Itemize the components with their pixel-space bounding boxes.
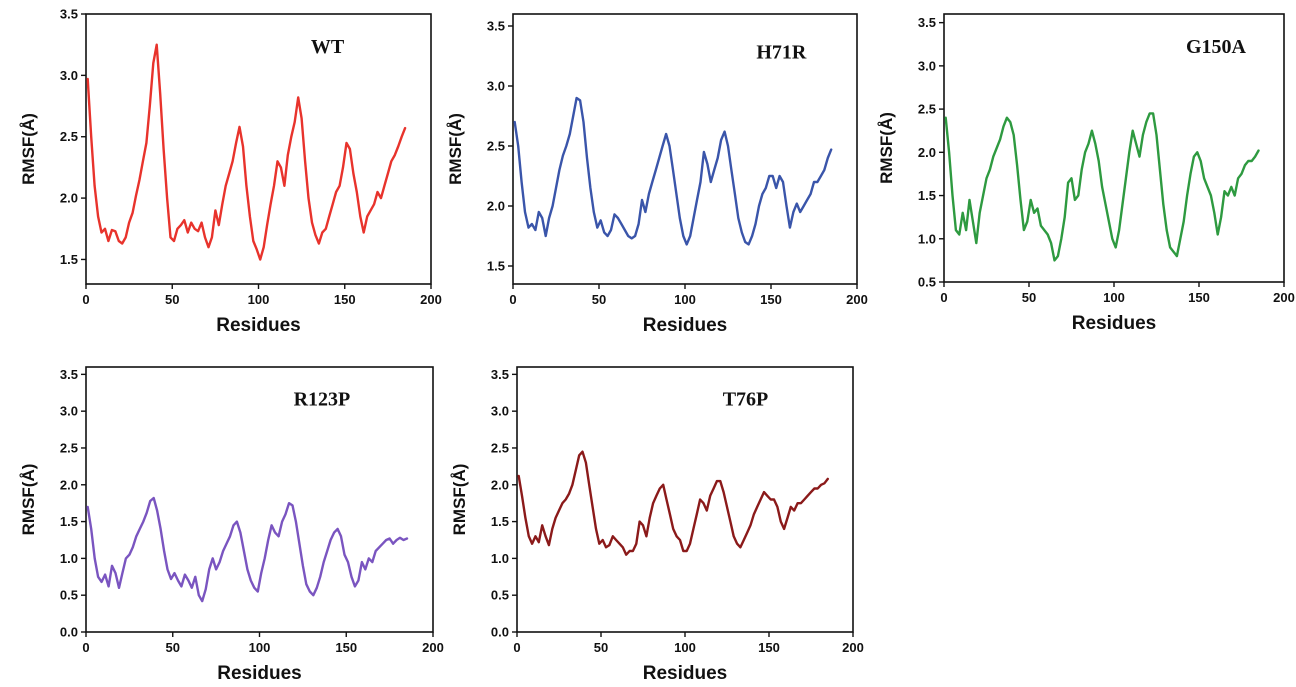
chart-panel-2: 0 50 100 150 200 1.5 2.0 2.5 3.0 3.5 Residues RMSF(… — [446, 13, 868, 336]
y-tick-label: 3.5 — [491, 367, 509, 382]
x-tick-label: 150 — [760, 292, 782, 307]
y-axis-label: RMSF(Å) — [446, 113, 465, 185]
y-tick-label: 1.5 — [491, 514, 509, 529]
y-tick-label: 3.0 — [60, 404, 78, 419]
chart-title: G150A — [1186, 36, 1247, 58]
x-tick-label: 50 — [594, 640, 608, 655]
x-tick-label: 50 — [592, 292, 606, 307]
x-tick-label: 50 — [1022, 290, 1036, 305]
x-axis-label: Residues — [643, 663, 727, 684]
y-tick-label: 3.0 — [487, 79, 505, 94]
y-tick-label: 0.5 — [918, 275, 936, 290]
x-tick-label: 0 — [82, 292, 89, 307]
y-tick-label: 1.0 — [918, 231, 936, 246]
chart-title: R123P — [294, 389, 351, 411]
y-tick-label: 0.0 — [491, 625, 509, 640]
y-axis-label: RMSF(Å) — [450, 464, 469, 536]
series-line — [86, 43, 407, 261]
x-tick-label: 100 — [674, 640, 696, 655]
plot-frame — [516, 366, 854, 633]
x-tick-label: 0 — [940, 290, 947, 305]
chart-panel-1: 0 50 100 150 200 1.5 2.0 2.5 3.0 3.5 Residues RMSF(… — [19, 7, 442, 337]
x-tick-label: 200 — [846, 292, 868, 307]
chart-title: WT — [311, 36, 345, 58]
y-tick-label: 3.5 — [60, 367, 78, 382]
y-tick-label: 1.0 — [60, 551, 78, 566]
x-tick-label: 0 — [513, 640, 520, 655]
y-tick-label: 2.5 — [487, 139, 505, 154]
x-tick-label: 100 — [1103, 290, 1125, 305]
x-tick-label: 150 — [335, 640, 357, 655]
x-tick-label: 50 — [165, 292, 179, 307]
plot-frame — [85, 366, 434, 633]
y-tick-label: 2.0 — [918, 145, 936, 160]
y-tick-label: 3.0 — [60, 68, 78, 83]
series-line — [513, 96, 833, 246]
x-axis-label: Residues — [1072, 313, 1156, 334]
y-tick-label: 2.0 — [491, 477, 509, 492]
y-tick-label: 0.5 — [491, 588, 509, 603]
x-axis-label: Residues — [216, 315, 300, 336]
x-tick-label: 50 — [166, 640, 180, 655]
y-tick-label: 0.5 — [60, 588, 78, 603]
y-tick-label: 1.5 — [60, 252, 78, 267]
y-tick-label: 2.5 — [60, 440, 78, 455]
chart-panel-4: 0 50 100 150 200 0.0 0.5 1.0 1.5 2.0 2.5 3.0 3.5 Resi… — [19, 366, 444, 684]
y-tick-label: 2.5 — [491, 440, 509, 455]
series-line — [86, 496, 409, 603]
y-axis-label: RMSF(Å) — [19, 113, 38, 185]
x-tick-label: 150 — [1188, 290, 1210, 305]
x-tick-label: 150 — [334, 292, 356, 307]
y-tick-label: 2.0 — [60, 191, 78, 206]
plot-frame — [85, 13, 432, 285]
chart-panel-5: 0 50 100 150 200 0.0 0.5 1.0 1.5 2.0 2.5 3.0 3.5 Resi… — [450, 366, 864, 684]
x-tick-label: 200 — [420, 292, 442, 307]
x-axis-label: Residues — [643, 315, 727, 336]
x-tick-label: 100 — [249, 640, 271, 655]
y-tick-label: 0.0 — [60, 625, 78, 640]
y-tick-label: 3.5 — [60, 7, 78, 22]
y-tick-label: 2.0 — [60, 477, 78, 492]
x-tick-label: 200 — [1273, 290, 1295, 305]
y-tick-label: 1.5 — [918, 188, 936, 203]
x-tick-label: 0 — [82, 640, 89, 655]
chart-panel-3: 0 50 100 150 200 0.5 1.0 1.5 2.0 2.5 3.0 3.5 Residue… — [877, 13, 1295, 334]
y-tick-label: 3.5 — [918, 15, 936, 30]
y-tick-label: 2.5 — [918, 102, 936, 117]
y-tick-label: 1.0 — [491, 551, 509, 566]
y-tick-label: 3.0 — [918, 58, 936, 73]
y-tick-label: 2.0 — [487, 199, 505, 214]
y-axis-label: RMSF(Å) — [19, 464, 38, 536]
x-tick-label: 150 — [758, 640, 780, 655]
x-tick-label: 200 — [842, 640, 864, 655]
chart-title: H71R — [756, 41, 807, 63]
x-tick-label: 200 — [422, 640, 444, 655]
y-tick-label: 1.5 — [487, 259, 505, 274]
x-tick-label: 0 — [509, 292, 516, 307]
y-tick-label: 3.5 — [487, 19, 505, 34]
y-tick-label: 2.5 — [60, 129, 78, 144]
y-tick-label: 1.5 — [60, 514, 78, 529]
series-line — [517, 450, 829, 556]
chart-title: T76P — [723, 389, 769, 411]
y-tick-label: 3.0 — [491, 404, 509, 419]
y-axis-label: RMSF(Å) — [877, 112, 896, 184]
series-line — [944, 112, 1260, 262]
x-tick-label: 100 — [248, 292, 270, 307]
x-tick-label: 100 — [674, 292, 696, 307]
x-axis-label: Residues — [217, 663, 301, 684]
